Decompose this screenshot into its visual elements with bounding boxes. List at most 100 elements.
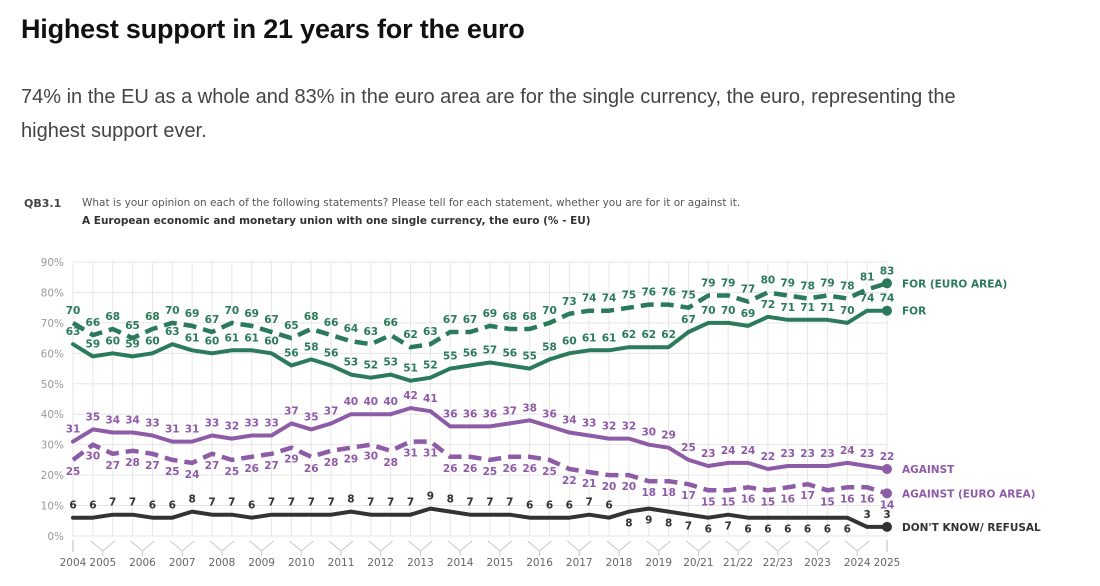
series-end-marker	[882, 521, 892, 532]
data-label: 70	[701, 305, 716, 317]
x-bracket-mark	[368, 540, 393, 552]
series-line-for	[71, 308, 889, 383]
y-tick-label: 30%	[41, 440, 64, 452]
data-label: 58	[542, 341, 557, 353]
legend: FOR (EURO AREA) FOR AGAINST AGAINST (EURO A…	[902, 278, 1041, 534]
x-bracket-mark	[805, 540, 830, 552]
data-label: 79	[780, 277, 795, 289]
data-label: 7	[228, 497, 235, 509]
x-tick-label: 2018	[606, 557, 633, 569]
data-label: 7	[308, 497, 315, 509]
data-label: 36	[443, 408, 458, 420]
data-label: 66	[383, 317, 398, 329]
data-label: 28	[383, 457, 398, 469]
data-label: 23	[780, 448, 795, 460]
data-label: 25	[483, 466, 498, 478]
data-label: 9	[645, 515, 652, 527]
data-label: 24	[185, 469, 200, 481]
data-label: 56	[324, 348, 339, 360]
series-lines	[71, 278, 892, 532]
x-tick-label: 2013	[407, 557, 434, 569]
data-label: 77	[741, 284, 756, 296]
y-tick-label: 70%	[41, 318, 64, 330]
x-bracket-mark	[209, 540, 235, 552]
data-label: 80	[761, 274, 776, 286]
data-label: 53	[383, 357, 398, 369]
data-label: 37	[502, 405, 517, 417]
x-bracket-mark	[289, 540, 314, 552]
series-line-against-euro-area	[71, 439, 888, 496]
data-label: 20	[622, 481, 637, 493]
data-label: 27	[264, 460, 279, 472]
data-label: 61	[602, 332, 617, 344]
y-tick-label: 10%	[41, 501, 64, 513]
data-label: 6	[764, 524, 771, 536]
x-tick-label: 2010	[288, 557, 315, 569]
data-label: 70	[542, 305, 557, 317]
data-label: 41	[423, 393, 438, 405]
x-tick-label: 2016	[526, 557, 553, 569]
data-label: 24	[721, 445, 736, 457]
data-label: 7	[387, 497, 394, 509]
data-label: 67	[264, 314, 279, 326]
data-label: 56	[463, 348, 478, 360]
data-label: 23	[800, 448, 815, 460]
data-label: 23	[820, 448, 835, 460]
data-label: 40	[383, 396, 398, 408]
data-label: 32	[602, 421, 617, 433]
data-label: 76	[661, 287, 676, 299]
data-label: 72	[761, 299, 776, 311]
data-label: 60	[562, 335, 577, 347]
data-label: 65	[284, 320, 299, 332]
data-label: 79	[820, 277, 835, 289]
data-label: 79	[721, 277, 736, 289]
data-label: 14	[880, 499, 895, 511]
data-label: 32	[622, 421, 637, 433]
data-label: 25	[165, 466, 180, 478]
data-label: 7	[327, 497, 334, 509]
data-label: 8	[447, 494, 454, 506]
data-label: 63	[165, 326, 180, 338]
x-bracket-mark	[328, 540, 354, 552]
data-label: 62	[403, 329, 418, 341]
data-label: 34	[105, 414, 120, 426]
data-label: 62	[661, 329, 676, 341]
data-label: 40	[363, 396, 378, 408]
data-label: 25	[542, 466, 557, 478]
x-tick-label: 2007	[169, 557, 196, 569]
data-label: 34	[562, 414, 577, 426]
x-bracket-mark	[447, 540, 473, 552]
data-label: 16	[780, 493, 795, 505]
data-label: 26	[443, 463, 458, 475]
y-tick-label: 0%	[47, 531, 64, 543]
data-label: 23	[860, 448, 875, 460]
data-label: 7	[486, 497, 493, 509]
y-tick-label: 60%	[41, 348, 64, 360]
x-tick-label: 2015	[486, 557, 513, 569]
data-label: 59	[86, 338, 101, 350]
data-label: 22	[880, 451, 895, 463]
data-label: 28	[125, 457, 140, 469]
data-label: 52	[363, 360, 378, 372]
data-label: 74	[602, 293, 617, 305]
data-label: 7	[129, 497, 136, 509]
data-label: 7	[268, 497, 275, 509]
series-end-marker	[882, 464, 892, 475]
series-end-marker	[882, 488, 892, 499]
x-tick-label: 2011	[328, 557, 355, 569]
x-tick-label: 21/22	[723, 557, 753, 569]
data-label: 8	[625, 518, 632, 530]
data-label: 33	[244, 418, 259, 430]
data-label: 26	[522, 463, 537, 475]
data-label: 20	[602, 481, 617, 493]
data-label: 6	[784, 524, 791, 536]
data-label: 7	[685, 521, 692, 533]
data-label: 71	[820, 302, 835, 314]
data-label: 34	[125, 414, 140, 426]
data-label: 25	[225, 466, 240, 478]
data-label: 6	[546, 500, 553, 512]
data-label: 7	[586, 497, 593, 509]
data-label: 63	[423, 326, 438, 338]
data-label: 70	[225, 305, 240, 317]
